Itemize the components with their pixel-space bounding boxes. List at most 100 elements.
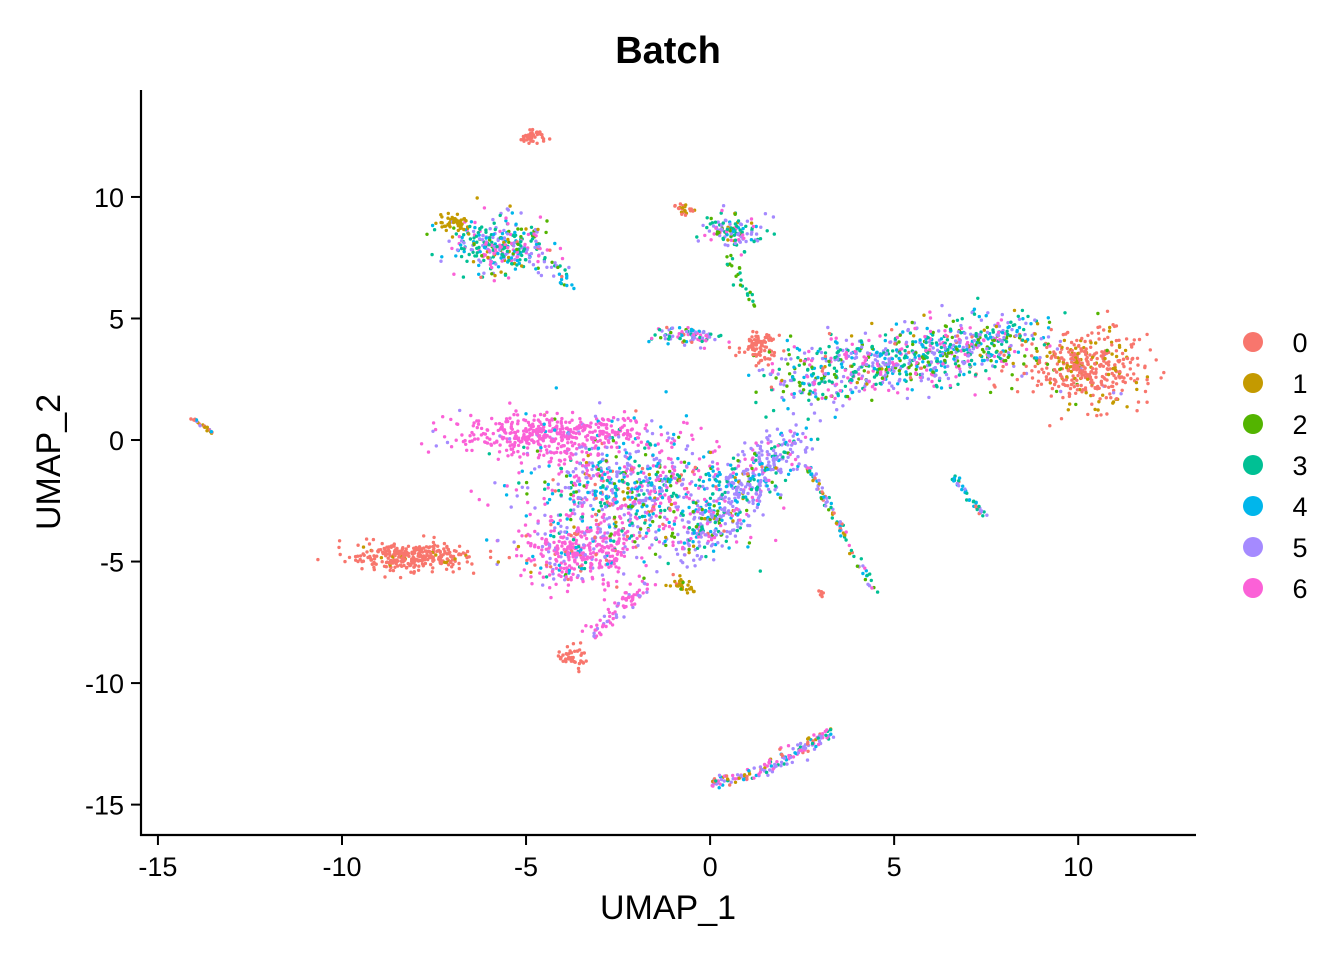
data-point-batch-5 <box>692 517 696 521</box>
data-point-batch-5 <box>731 486 735 490</box>
data-point-batch-6 <box>593 429 597 433</box>
data-point-batch-0 <box>383 547 387 552</box>
data-point-batch-6 <box>559 451 563 455</box>
data-point-batch-6 <box>651 464 656 468</box>
data-point-batch-6 <box>584 536 589 541</box>
data-point-batch-0 <box>561 653 565 657</box>
data-point-batch-6 <box>505 484 509 488</box>
data-point-batch-5 <box>533 227 538 232</box>
data-point-batch-0 <box>528 128 532 132</box>
data-point-batch-6 <box>590 562 594 567</box>
data-point-batch-0 <box>1062 382 1066 386</box>
data-point-batch-6 <box>1003 332 1007 336</box>
data-point-batch-5 <box>655 570 659 574</box>
data-point-batch-0 <box>417 564 421 568</box>
data-point-batch-6 <box>544 537 548 542</box>
data-point-batch-5 <box>796 455 800 459</box>
data-point-batch-5 <box>763 476 767 480</box>
data-point-batch-0 <box>565 645 570 649</box>
data-point-batch-3 <box>741 495 745 499</box>
data-point-batch-6 <box>582 423 586 427</box>
data-point-batch-3 <box>687 526 692 530</box>
data-point-batch-3 <box>462 233 466 237</box>
data-point-batch-1 <box>1123 348 1128 353</box>
data-point-batch-6 <box>532 232 536 236</box>
data-point-batch-6 <box>542 425 546 429</box>
data-point-batch-4 <box>1029 322 1033 326</box>
data-point-batch-6 <box>565 451 569 455</box>
data-point-batch-6 <box>844 530 848 534</box>
data-point-batch-0 <box>1074 364 1078 368</box>
data-point-batch-5 <box>658 555 662 559</box>
data-point-batch-0 <box>1159 376 1163 380</box>
data-point-batch-2 <box>664 543 668 548</box>
data-point-batch-5 <box>751 501 755 506</box>
data-point-batch-6 <box>499 245 503 249</box>
data-point-batch-3 <box>1006 332 1010 337</box>
data-point-batch-4 <box>1006 325 1010 330</box>
data-point-batch-6 <box>558 518 562 523</box>
data-point-batch-4 <box>510 211 514 215</box>
data-point-batch-6 <box>498 443 502 447</box>
data-point-batch-3 <box>973 373 978 377</box>
data-point-batch-5 <box>1039 337 1044 341</box>
data-point-batch-6 <box>600 515 605 519</box>
data-point-batch-1 <box>1074 346 1078 350</box>
data-point-batch-5 <box>744 239 748 244</box>
data-point-batch-4 <box>935 357 939 361</box>
data-point-batch-1 <box>686 583 690 587</box>
data-point-batch-6 <box>589 421 593 425</box>
data-point-batch-6 <box>454 438 458 442</box>
data-point-batch-5 <box>794 423 798 427</box>
data-point-batch-0 <box>553 489 557 493</box>
data-point-batch-3 <box>653 333 657 337</box>
data-point-batch-2 <box>778 496 783 500</box>
data-point-batch-4 <box>727 546 731 550</box>
data-point-batch-6 <box>514 434 518 438</box>
data-point-batch-4 <box>565 274 569 278</box>
data-point-batch-6 <box>625 433 630 437</box>
data-point-batch-6 <box>550 438 554 442</box>
data-point-batch-1 <box>685 591 690 595</box>
data-point-batch-5 <box>932 366 936 371</box>
data-point-batch-0 <box>439 561 443 566</box>
data-point-batch-0 <box>362 553 366 557</box>
data-point-batch-2 <box>907 365 911 370</box>
data-point-batch-6 <box>643 426 647 431</box>
data-point-batch-4 <box>534 242 539 247</box>
data-point-batch-5 <box>512 540 516 544</box>
data-point-batch-0 <box>573 649 577 653</box>
data-point-batch-6 <box>515 547 519 551</box>
data-point-batch-5 <box>867 584 872 588</box>
data-point-batch-0 <box>1122 364 1126 369</box>
data-point-batch-3 <box>751 299 755 303</box>
data-point-batch-6 <box>542 496 546 501</box>
data-point-batch-4 <box>850 390 855 394</box>
data-point-batch-6 <box>547 546 551 550</box>
data-point-batch-0 <box>409 570 413 574</box>
data-point-batch-6 <box>464 442 468 446</box>
data-point-batch-6 <box>530 582 534 586</box>
data-point-batch-1 <box>1109 340 1114 344</box>
data-point-batch-6 <box>996 330 1001 334</box>
data-point-batch-5 <box>903 320 907 324</box>
data-point-batch-5 <box>736 525 740 529</box>
data-point-batch-2 <box>884 367 888 372</box>
data-point-batch-6 <box>596 425 601 429</box>
data-point-batch-5 <box>959 323 963 328</box>
data-point-batch-0 <box>758 353 762 357</box>
data-point-batch-4 <box>833 415 837 419</box>
data-point-batch-0 <box>1128 360 1133 365</box>
data-point-batch-4 <box>504 493 509 497</box>
data-point-batch-5 <box>727 512 731 516</box>
data-point-batch-6 <box>540 548 544 552</box>
data-point-batch-6 <box>891 362 896 367</box>
data-point-batch-6 <box>469 413 473 418</box>
data-point-batch-6 <box>585 472 589 476</box>
data-point-batch-6 <box>594 422 598 426</box>
data-point-batch-0 <box>383 575 387 579</box>
data-point-batch-6 <box>519 554 524 558</box>
data-point-batch-5 <box>797 462 801 466</box>
data-point-batch-5 <box>563 530 567 534</box>
data-point-batch-4 <box>599 469 603 473</box>
